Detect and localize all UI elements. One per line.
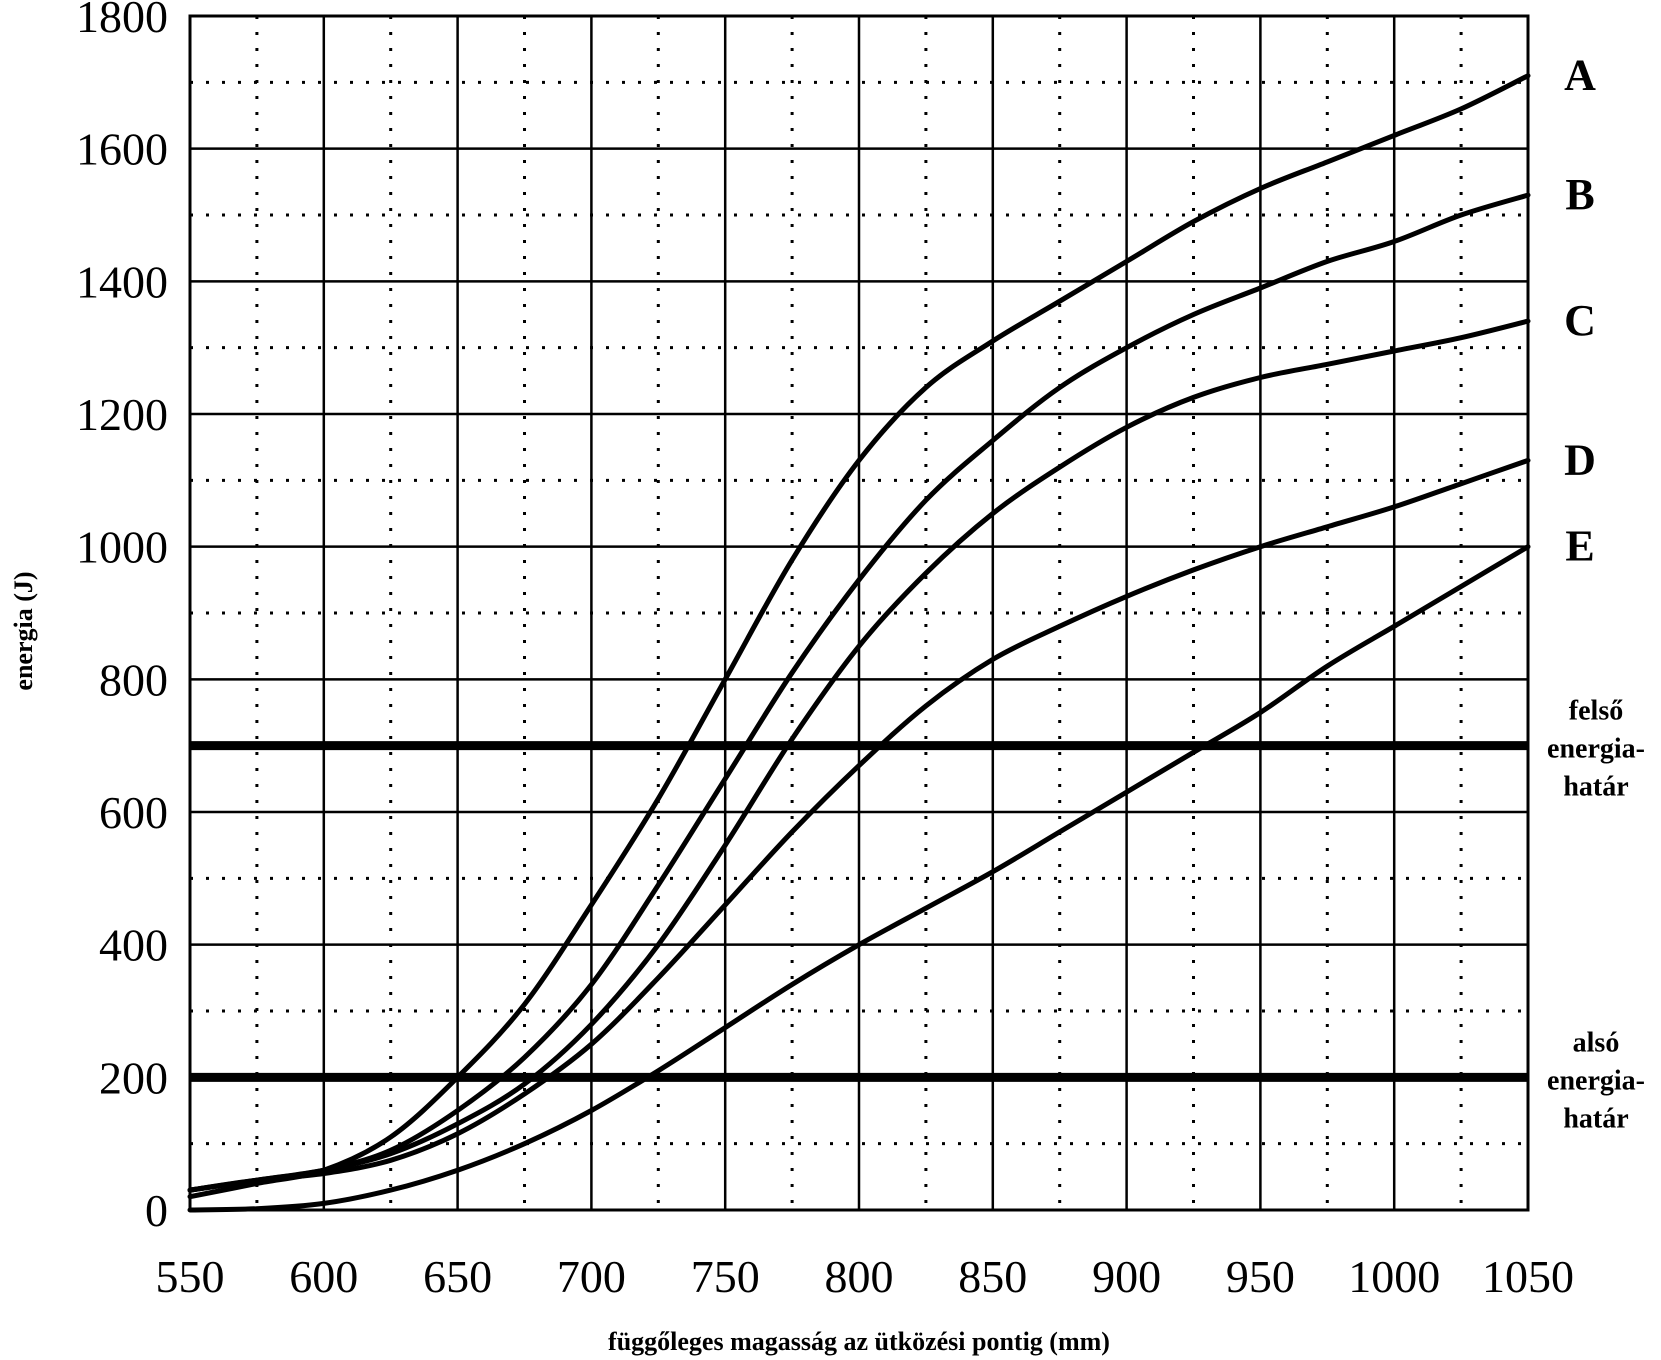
x-tick-label: 900: [1092, 1251, 1161, 1302]
x-tick-label: 750: [691, 1251, 760, 1302]
series-label-c: C: [1564, 296, 1596, 345]
series-line-a: [187, 73, 1531, 1200]
plot-frame: [188, 14, 1530, 1212]
y-axis-title: energia (J): [9, 571, 38, 690]
x-tick-label: 650: [423, 1251, 492, 1302]
series-label-a: A: [1564, 51, 1596, 100]
series-line-b: [187, 192, 1531, 1193]
y-tick-label: 800: [99, 654, 168, 705]
x-axis-title: függőleges magasság az ütközési pontig (…: [608, 1327, 1110, 1356]
energy-limit-label-line: energia-: [1547, 734, 1645, 765]
energy-limit-label-line: határ: [1563, 1103, 1628, 1134]
series-label-b: B: [1565, 170, 1594, 219]
x-tick-label: 950: [1226, 1251, 1295, 1302]
y-tick-label: 400: [99, 920, 168, 971]
energy-limit-label-line: alsó: [1573, 1027, 1620, 1058]
minor-gridlines: [190, 16, 1528, 1210]
y-tick-label: 1000: [76, 522, 168, 573]
x-tick-label: 800: [825, 1251, 894, 1302]
energy-limit-label-line: energia-: [1547, 1065, 1645, 1096]
x-tick-label: 850: [958, 1251, 1027, 1302]
energy-limit-labels: felső energia-határ alsó energia-határ: [1547, 696, 1645, 1135]
y-tick-labels: 0 200 400 600 800 1000 1200 1400 1600 1800: [76, 0, 168, 1236]
y-tick-label: 1400: [76, 256, 168, 307]
series-labels: A B C DE: [1564, 51, 1596, 571]
energy-limit-label-line: határ: [1563, 772, 1628, 803]
series-label-d: D: [1564, 435, 1596, 484]
x-tick-label: 600: [289, 1251, 358, 1302]
x-tick-label: 1050: [1482, 1251, 1574, 1302]
x-tick-label: 700: [557, 1251, 626, 1302]
y-tick-label: 600: [99, 787, 168, 838]
series-lines: [187, 73, 1531, 1213]
y-tick-label: 0: [145, 1185, 168, 1236]
series-label-e: E: [1565, 522, 1594, 571]
series-line-d: [187, 457, 1531, 1193]
energy-limit-label-line: felső: [1569, 696, 1623, 727]
x-tick-label: 550: [156, 1251, 225, 1302]
x-tick-label: 1000: [1348, 1251, 1440, 1302]
series-line-e: [187, 544, 1531, 1213]
x-tick-labels: 550 600 650 700 750 800 850 900 950 1000 1050: [156, 1251, 1575, 1302]
y-tick-label: 200: [99, 1052, 168, 1103]
energy-limit-lines: [190, 741, 1528, 1082]
y-tick-label: 1800: [76, 0, 168, 42]
y-tick-label: 1600: [76, 124, 168, 175]
series-line-c: [187, 318, 1531, 1193]
y-tick-label: 1200: [76, 389, 168, 440]
